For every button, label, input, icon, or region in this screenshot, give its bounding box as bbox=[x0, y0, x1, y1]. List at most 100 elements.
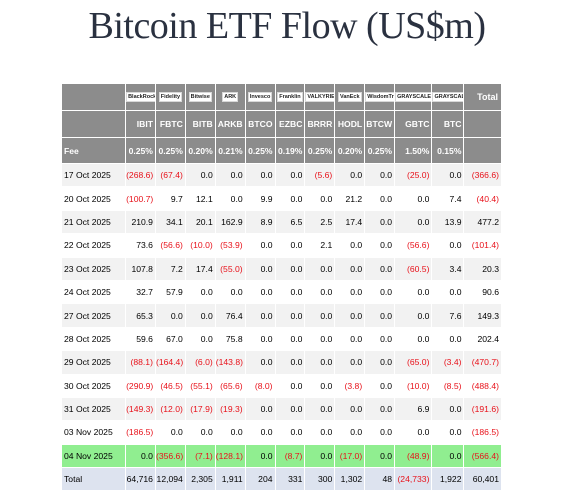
fee-value: 0.20% bbox=[334, 137, 366, 164]
ticker-header: FBTC bbox=[154, 110, 186, 138]
date-cell: 04 Nov 2025 bbox=[60, 443, 127, 469]
flow-value-cell: 0.0 bbox=[244, 350, 276, 375]
flow-value-cell: 7.6 bbox=[431, 303, 465, 328]
flow-value-cell: (268.6) bbox=[125, 162, 156, 188]
table-row: 29 Oct 2025 (88.1) (164.4) (6.0) (143.8) 0.0 0… bbox=[60, 350, 502, 375]
flow-value-cell: 3.4 bbox=[431, 256, 465, 281]
row-total-cell: (101.4) bbox=[463, 233, 502, 258]
ticker-corner-cell bbox=[463, 110, 502, 138]
flow-value-cell: 210.9 bbox=[125, 209, 156, 235]
flow-value-cell: 162.9 bbox=[214, 209, 246, 235]
flow-value-cell: 67.0 bbox=[154, 326, 186, 352]
flow-value-cell: 8.9 bbox=[244, 209, 276, 235]
flow-value-cell: 300 bbox=[304, 467, 336, 491]
flow-value-cell: 1,911 bbox=[214, 467, 246, 491]
flow-value-cell: 0.0 bbox=[334, 303, 366, 328]
flow-value-cell: 0.0 bbox=[274, 256, 306, 281]
grayscale-logo: GRAYSCALE bbox=[432, 92, 463, 103]
flow-value-cell: 0.0 bbox=[431, 396, 465, 422]
flow-value-cell: 0.0 bbox=[184, 303, 216, 328]
flow-value-cell: 0.0 bbox=[274, 373, 306, 398]
table-row: 21 Oct 2025 210.9 34.1 20.1 162.9 8.9 6.5 2.5 17… bbox=[60, 209, 502, 235]
flow-value-cell: (149.3) bbox=[125, 396, 156, 422]
date-cell: 28 Oct 2025 bbox=[60, 326, 127, 352]
flow-value-cell: 0.0 bbox=[304, 256, 336, 281]
flow-value-cell: 0.0 bbox=[244, 420, 276, 445]
flow-value-cell: 6.5 bbox=[274, 209, 306, 235]
fidelity-logo: Fidelity bbox=[158, 92, 183, 103]
row-total-cell: (566.4) bbox=[463, 443, 502, 469]
flow-value-cell: 0.0 bbox=[244, 233, 276, 258]
table-row: 17 Oct 2025 (268.6) (67.4) 0.0 0.0 0.0 0.0 (5.6… bbox=[60, 162, 502, 188]
flow-value-cell: (48.9) bbox=[394, 443, 433, 469]
flow-value-cell: 0.0 bbox=[334, 396, 366, 422]
row-total-cell: (488.4) bbox=[463, 373, 502, 398]
flow-value-cell: 9.9 bbox=[244, 186, 276, 211]
flow-value-cell: 0.0 bbox=[154, 420, 186, 445]
flow-value-cell: 0.0 bbox=[244, 256, 276, 281]
flow-value-cell: 34.1 bbox=[154, 209, 186, 235]
flow-value-cell: (55.1) bbox=[184, 373, 216, 398]
flow-value-cell: 0.0 bbox=[364, 443, 396, 469]
table-row: 04 Nov 2025 0.0 (356.6) (7.1) (128.1) 0.0 (8.7… bbox=[60, 443, 502, 469]
flow-value-cell: 0.0 bbox=[125, 443, 156, 469]
flow-value-cell: (56.6) bbox=[394, 233, 433, 258]
row-total-cell: 149.3 bbox=[463, 303, 502, 328]
flow-value-cell: (12.0) bbox=[154, 396, 186, 422]
flow-value-cell: (17.9) bbox=[184, 396, 216, 422]
issuer-logo-ibit: BlackRock bbox=[125, 83, 156, 111]
ticker-header: GBTC bbox=[394, 110, 433, 138]
flow-value-cell: 0.0 bbox=[334, 256, 366, 281]
flow-value-cell: 0.0 bbox=[364, 162, 396, 188]
issuer-logo-brrr: VALKYRIE bbox=[304, 83, 336, 111]
flow-value-cell: (24,733) bbox=[394, 467, 433, 491]
issuer-logo-ezbc: Franklin bbox=[274, 83, 306, 111]
flow-value-cell: 0.0 bbox=[274, 186, 306, 211]
flow-value-cell: 0.0 bbox=[431, 443, 465, 469]
flow-value-cell: 0.0 bbox=[364, 233, 396, 258]
flow-value-cell: 0.0 bbox=[304, 443, 336, 469]
table-row: 28 Oct 2025 59.6 67.0 0.0 75.8 0.0 0.0 0.0 0.0 0.… bbox=[60, 326, 502, 352]
flow-value-cell: 0.0 bbox=[244, 303, 276, 328]
flow-value-cell: (19.3) bbox=[214, 396, 246, 422]
date-cell: 22 Oct 2025 bbox=[60, 233, 127, 258]
table-row: 03 Nov 2025 (186.5) 0.0 0.0 0.0 0.0 0.0 0.0 0.0 0… bbox=[60, 420, 502, 445]
row-total-cell: 477.2 bbox=[463, 209, 502, 235]
date-cell: 30 Oct 2025 bbox=[60, 373, 127, 398]
ticker-header: HODL bbox=[334, 110, 366, 138]
flow-value-cell: 0.0 bbox=[304, 279, 336, 305]
issuer-logo-arkb: ARK bbox=[214, 83, 246, 111]
flow-value-cell: (356.6) bbox=[154, 443, 186, 469]
flow-value-cell: (8.7) bbox=[274, 443, 306, 469]
flow-value-cell: 9.7 bbox=[154, 186, 186, 211]
flow-value-cell: 20.1 bbox=[184, 209, 216, 235]
flow-value-cell: 0.0 bbox=[214, 420, 246, 445]
flow-value-cell: 0.0 bbox=[214, 279, 246, 305]
flow-value-cell: (143.8) bbox=[214, 350, 246, 375]
flow-value-cell: 0.0 bbox=[274, 326, 306, 352]
flow-value-cell: (3.8) bbox=[334, 373, 366, 398]
date-cell: 20 Oct 2025 bbox=[60, 186, 127, 211]
row-total-cell: 90.6 bbox=[463, 279, 502, 305]
fee-value: 0.21% bbox=[214, 137, 246, 164]
flow-value-cell: 17.4 bbox=[334, 209, 366, 235]
flow-value-cell: (5.6) bbox=[304, 162, 336, 188]
flow-value-cell: 32.7 bbox=[125, 279, 156, 305]
flow-value-cell: (164.4) bbox=[154, 350, 186, 375]
flow-value-cell: 0.0 bbox=[304, 186, 336, 211]
fee-value: 0.25% bbox=[364, 137, 396, 164]
fee-value: 0.19% bbox=[274, 137, 306, 164]
flow-value-cell: 59.6 bbox=[125, 326, 156, 352]
fee-value: 0.25% bbox=[304, 137, 336, 164]
ticker-header: BTCW bbox=[364, 110, 396, 138]
flow-value-cell: 6.9 bbox=[394, 396, 433, 422]
flow-value-cell: 0.0 bbox=[364, 373, 396, 398]
flow-value-cell: 12,094 bbox=[154, 467, 186, 491]
row-total-cell: (191.6) bbox=[463, 396, 502, 422]
flow-value-cell: (60.5) bbox=[394, 256, 433, 281]
franklin-logo: Franklin bbox=[277, 92, 303, 103]
fee-corner-cell bbox=[463, 137, 502, 164]
fee-value: 0.25% bbox=[125, 137, 156, 164]
flow-value-cell: 65.3 bbox=[125, 303, 156, 328]
flow-value-cell: 0.0 bbox=[334, 162, 366, 188]
